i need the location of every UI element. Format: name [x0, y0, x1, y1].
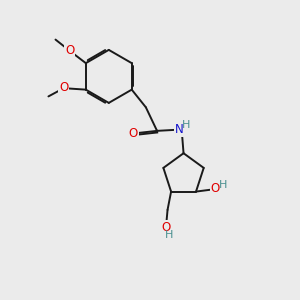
Text: H: H: [219, 180, 227, 190]
Text: N: N: [175, 123, 183, 136]
Text: H: H: [182, 120, 190, 130]
Text: O: O: [59, 81, 68, 94]
Text: O: O: [211, 182, 220, 195]
Text: O: O: [65, 44, 74, 57]
Text: H: H: [165, 230, 173, 241]
Text: O: O: [161, 221, 171, 234]
Text: O: O: [129, 127, 138, 140]
